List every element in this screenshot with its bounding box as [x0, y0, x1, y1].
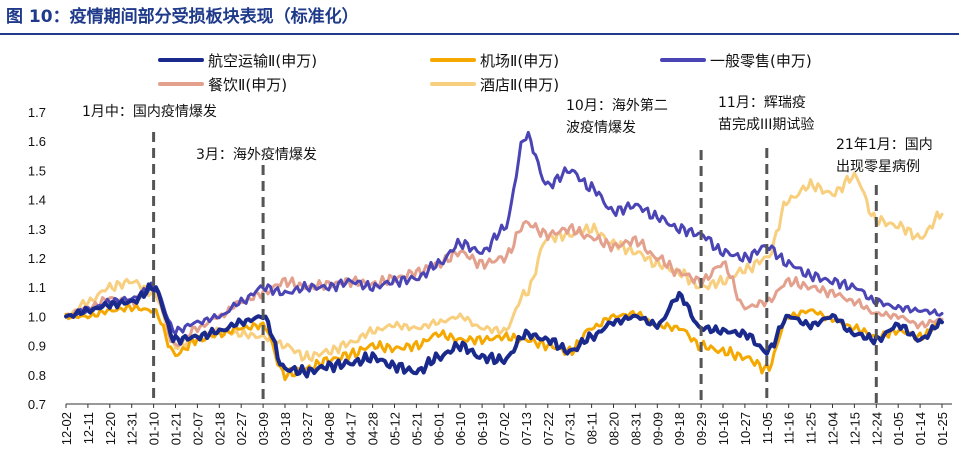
x-tick-label: 12-11 [81, 412, 96, 444]
y-tick-label: 1.2 [28, 251, 46, 266]
x-tick-label: 05-12 [388, 412, 403, 445]
y-tick-label: 1.4 [28, 193, 46, 208]
y-tick-label: 1.3 [28, 222, 46, 237]
x-tick-label: 07-31 [563, 412, 578, 445]
x-tick-label: 12-02 [59, 412, 74, 445]
x-tick-label: 12-15 [847, 412, 862, 445]
x-tick-label: 08-11 [585, 412, 600, 444]
x-tick-label: 01-05 [891, 412, 906, 445]
x-tick-label: 12-20 [103, 412, 118, 445]
event-annotation: 10月：海外第二 [566, 97, 668, 114]
x-tick-label: 04-28 [366, 412, 381, 445]
event-annotation: 波疫情爆发 [566, 120, 636, 136]
y-tick-label: 1.0 [28, 309, 46, 324]
x-tick-label: 12-24 [869, 412, 884, 445]
figure-title: 图 10：疫情期间部分受损板块表现（标准化） [6, 7, 359, 27]
x-tick-label: 03-18 [278, 412, 293, 445]
series-line [64, 282, 944, 379]
x-tick-label: 08-20 [607, 412, 622, 445]
legend-label: 一般零售(申万) [710, 52, 812, 70]
x-tick-label: 11-05 [760, 412, 775, 444]
x-tick-label: 01-21 [169, 412, 184, 445]
legend-label: 机场Ⅱ(申万) [480, 52, 559, 70]
x-tick-label: 04-08 [322, 412, 337, 445]
y-tick-label: 0.9 [28, 339, 46, 354]
event-annotation: 11月：辉瑞疫 [718, 95, 806, 111]
x-tick-label: 01-14 [913, 412, 928, 445]
axes: 0.7 0.8 0.9 1.0 1.1 1.2 1.3 1.4 1.5 1.6 1.7 12-02 12… [28, 105, 952, 445]
x-tick-label: 11-16 [782, 412, 797, 444]
x-tick-label: 10-16 [716, 412, 731, 445]
legend-label: 航空运输Ⅱ(申万) [208, 52, 317, 70]
x-tick-label: 06-10 [453, 412, 468, 445]
legend-label: 酒店Ⅱ(申万) [480, 76, 559, 94]
x-tick-label: 04-17 [344, 412, 359, 445]
x-tick-label: 02-07 [190, 412, 205, 445]
event-annotation: 1月中：国内疫情爆发 [82, 104, 217, 120]
event-annotation: 21年1月：国内 [836, 137, 933, 153]
x-tick-label: 07-22 [541, 412, 556, 445]
series-line [64, 303, 944, 382]
event-annotation: 苗完成III期试验 [718, 117, 814, 133]
y-tick-label: 1.1 [28, 280, 46, 295]
x-tick-label: 01-10 [147, 412, 162, 445]
x-tick-label: 06-19 [475, 412, 490, 445]
y-tick-label: 1.6 [28, 134, 46, 149]
x-tick-label: 09-29 [694, 412, 709, 445]
series-layer [64, 130, 944, 382]
y-tick-label: 1.7 [28, 105, 46, 120]
y-tick-label: 0.7 [28, 397, 46, 412]
y-tick-label: 0.8 [28, 368, 46, 383]
series-line [64, 130, 944, 336]
x-tick-label: 05-21 [409, 412, 424, 445]
x-tick-label: 03-09 [256, 412, 271, 445]
event-annotation: 3月：海外疫情爆发 [196, 147, 317, 163]
x-tick-label: 09-18 [672, 412, 687, 445]
title-rule [0, 33, 959, 35]
x-tick-label: 07-02 [497, 412, 512, 445]
x-tick-label: 06-01 [431, 412, 446, 445]
x-tick-label: 09-09 [650, 412, 665, 445]
event-annotation: 出现零星病例 [836, 159, 920, 175]
x-tick-label: 10-27 [738, 412, 753, 445]
y-tick-label: 1.5 [28, 163, 46, 178]
legend: 航空运输Ⅱ(申万) 机场Ⅱ(申万) 一般零售(申万) 餐饮Ⅱ(申万) 酒店Ⅱ(申万) [158, 52, 812, 94]
x-tick-label: 03-27 [300, 412, 315, 445]
x-tick-label: 11-25 [804, 412, 819, 444]
x-tick-label: 12-04 [826, 412, 841, 445]
legend-label: 餐饮Ⅱ(申万) [208, 76, 287, 94]
x-tick-label: 02-27 [234, 412, 249, 445]
x-tick-label: 12-31 [125, 412, 140, 445]
x-tick-label: 02-18 [212, 412, 227, 445]
x-tick-label: 01-25 [935, 412, 950, 445]
x-tick-label: 08-31 [628, 412, 643, 445]
x-tick-label: 07-13 [519, 412, 534, 445]
